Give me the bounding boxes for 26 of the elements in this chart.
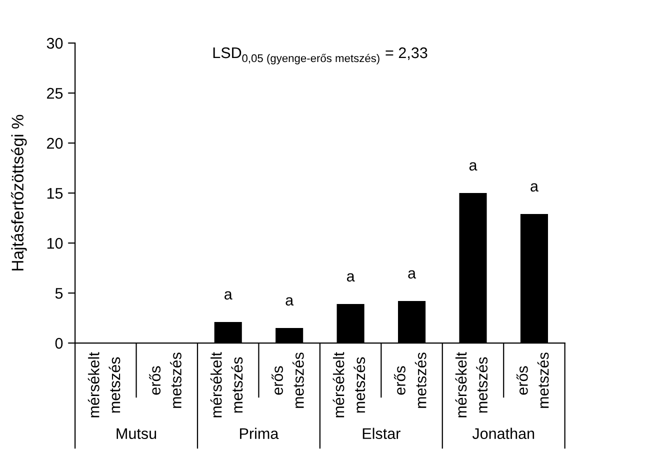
data-label: a <box>408 270 416 279</box>
text: Prima <box>240 428 279 440</box>
x-tick-label: erős metszés <box>149 352 182 408</box>
text: Mutsu <box>116 428 156 440</box>
y-axis-title: Hajtásfertőzöttségi % <box>11 114 27 270</box>
x-tick-label: mérsékelt metszés <box>88 352 120 418</box>
data-label: a <box>469 162 478 171</box>
x-tick-label: mérsékelt metszés <box>455 352 488 418</box>
y-tick-label: 0 <box>55 338 63 349</box>
y-tick-label: 5 <box>55 288 63 299</box>
text: Jonathan <box>472 428 534 440</box>
data-label: a <box>530 183 538 192</box>
x-tick-label: mérsékelt metszés <box>332 352 366 418</box>
x-tick-label: erős metszés <box>272 352 304 408</box>
y-tick-label: 15 <box>47 188 63 199</box>
data-label: a <box>346 273 355 282</box>
y-tick-label: 30 <box>46 38 63 49</box>
y-tick-label: 10 <box>47 238 63 249</box>
text: Elstar <box>362 428 400 440</box>
x-tick-label: erős metszés <box>394 352 426 408</box>
x-tick-label: mérsékelt metszés <box>210 352 243 418</box>
y-tick-label: 25 <box>47 88 63 99</box>
x-tick-label: erős metszés <box>516 352 549 408</box>
data-label: a <box>224 291 232 300</box>
data-label: a <box>286 297 294 306</box>
y-tick-label: 20 <box>47 138 63 149</box>
